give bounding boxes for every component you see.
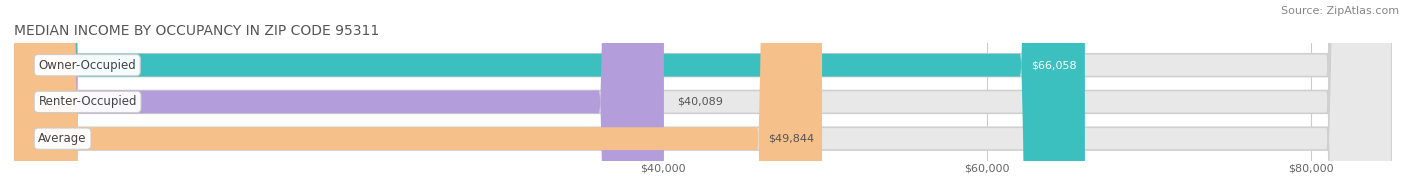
FancyBboxPatch shape bbox=[14, 0, 1392, 196]
FancyBboxPatch shape bbox=[14, 0, 1392, 196]
Text: Renter-Occupied: Renter-Occupied bbox=[38, 95, 136, 108]
FancyBboxPatch shape bbox=[14, 0, 823, 196]
Text: $49,844: $49,844 bbox=[768, 134, 814, 144]
Text: $66,058: $66,058 bbox=[1031, 60, 1077, 70]
FancyBboxPatch shape bbox=[14, 0, 1085, 196]
Text: MEDIAN INCOME BY OCCUPANCY IN ZIP CODE 95311: MEDIAN INCOME BY OCCUPANCY IN ZIP CODE 9… bbox=[14, 24, 380, 38]
Text: Average: Average bbox=[38, 132, 87, 145]
Text: $40,089: $40,089 bbox=[676, 97, 723, 107]
Text: Source: ZipAtlas.com: Source: ZipAtlas.com bbox=[1281, 6, 1399, 16]
FancyBboxPatch shape bbox=[14, 0, 1392, 196]
Text: Owner-Occupied: Owner-Occupied bbox=[38, 59, 136, 72]
FancyBboxPatch shape bbox=[14, 0, 664, 196]
